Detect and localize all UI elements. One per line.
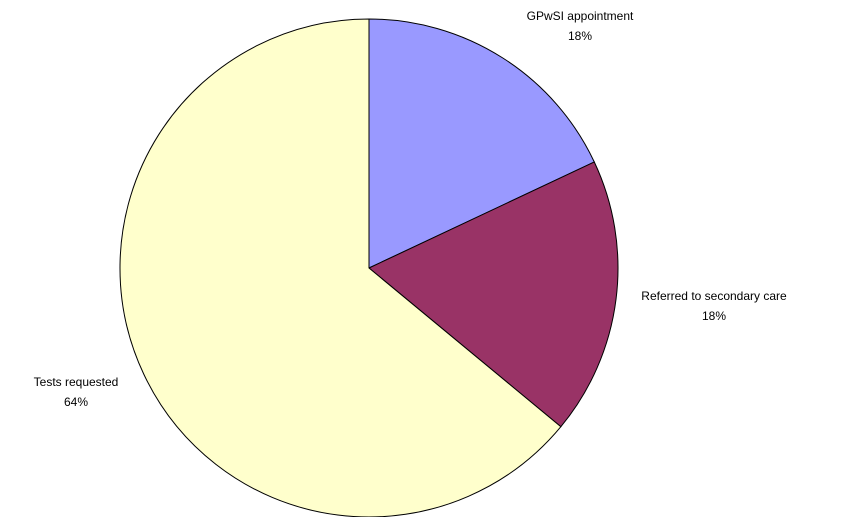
- slice-label: Tests requested: [34, 375, 119, 389]
- pie-slice: [368, 18, 595, 269]
- slice-value-label: 64%: [64, 395, 88, 409]
- slice-value-label: 18%: [568, 29, 592, 43]
- pie-slice: [119, 18, 562, 517]
- slice-value-label: 18%: [702, 309, 726, 323]
- slice-label: GPwSI appointment: [527, 9, 634, 23]
- pie-slice: [368, 161, 619, 428]
- slice-label: Referred to secondary care: [641, 289, 787, 303]
